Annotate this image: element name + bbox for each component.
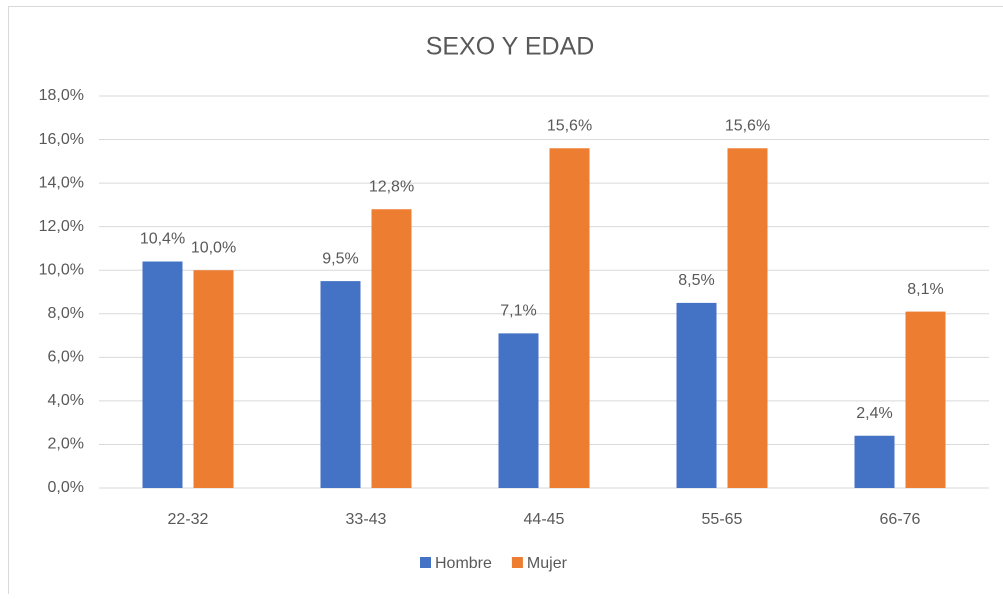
y-tick-label: 12,0% [39, 218, 84, 235]
y-tick-label: 4,0% [48, 392, 84, 409]
bar [855, 436, 895, 488]
value-label: 8,5% [678, 272, 714, 289]
value-label: 7,1% [500, 303, 536, 320]
y-tick-label: 10,0% [39, 261, 84, 278]
bar [372, 209, 412, 488]
value-label: 10,0% [191, 239, 236, 256]
bar [143, 262, 183, 488]
bar [321, 281, 361, 488]
value-label: 15,6% [547, 117, 592, 134]
legend-label: Mujer [527, 555, 568, 572]
value-label: 8,1% [907, 281, 943, 298]
legend-swatch [420, 557, 431, 568]
bar [728, 148, 768, 488]
x-tick-label: 66-76 [880, 511, 921, 528]
y-tick-label: 6,0% [48, 349, 84, 366]
bar [550, 148, 590, 488]
value-label: 2,4% [856, 405, 892, 422]
bar [499, 333, 539, 488]
x-tick-label: 22-32 [168, 511, 209, 528]
y-tick-label: 18,0% [39, 87, 84, 104]
chart-title: SEXO Y EDAD [426, 33, 595, 61]
y-tick-label: 14,0% [39, 174, 84, 191]
x-tick-label: 33-43 [346, 511, 387, 528]
value-label: 10,4% [140, 231, 185, 248]
value-label: 9,5% [322, 250, 358, 267]
y-tick-label: 16,0% [39, 131, 84, 148]
legend-swatch [512, 557, 523, 568]
x-tick-label: 44-45 [524, 511, 565, 528]
y-tick-label: 8,0% [48, 305, 84, 322]
bar [677, 303, 717, 488]
bar [906, 312, 946, 488]
value-label: 12,8% [369, 178, 414, 195]
legend-label: Hombre [435, 555, 492, 572]
y-tick-label: 2,0% [48, 436, 84, 453]
x-tick-label: 55-65 [702, 511, 743, 528]
y-tick-label: 0,0% [48, 479, 84, 496]
value-label: 15,6% [725, 117, 770, 134]
bar [194, 270, 234, 488]
